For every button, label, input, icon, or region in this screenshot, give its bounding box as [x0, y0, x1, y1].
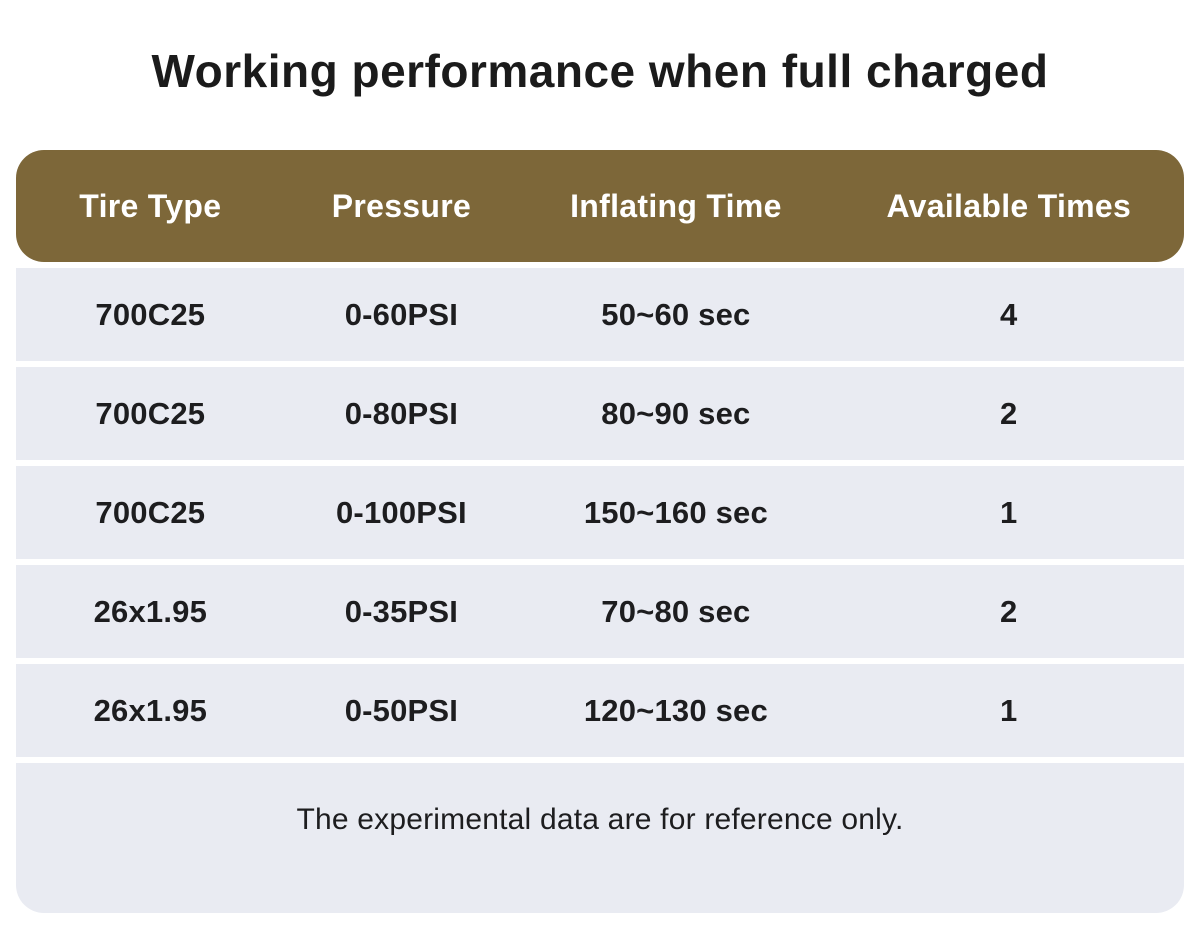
- cell-available-times: 4: [1000, 296, 1018, 332]
- table-footer: The experimental data are for reference …: [16, 763, 1184, 913]
- column-header-available-times: Available Times: [886, 187, 1132, 224]
- cell-pressure: 0-100PSI: [335, 494, 467, 530]
- cell-available-times: 1: [1000, 494, 1018, 530]
- cell-pressure: 0-60PSI: [344, 296, 459, 332]
- cell-inflating-time: 150~160 sec: [583, 494, 768, 530]
- cell-tire-type: 26x1.95: [93, 593, 208, 629]
- column-header-pressure: Pressure: [331, 187, 472, 224]
- table-row: 26x1.95 0-35PSI 70~80 sec 2: [16, 565, 1184, 658]
- table-row: 700C25 0-100PSI 150~160 sec 1: [16, 466, 1184, 559]
- cell-pressure: 0-50PSI: [344, 692, 459, 728]
- disclaimer-text: The experimental data are for reference …: [296, 803, 904, 836]
- cell-inflating-time: 120~130 sec: [583, 692, 768, 728]
- cell-available-times: 2: [1000, 593, 1018, 629]
- table-row: 700C25 0-80PSI 80~90 sec 2: [16, 367, 1184, 460]
- table-row: 26x1.95 0-50PSI 120~130 sec 1: [16, 664, 1184, 757]
- performance-table: Tire Type Pressure Inflating Time Availa…: [16, 150, 1184, 913]
- cell-tire-type: 700C25: [95, 296, 206, 332]
- column-header-inflating-time: Inflating Time: [570, 187, 782, 224]
- cell-pressure: 0-80PSI: [344, 395, 459, 431]
- column-header-tire-type: Tire Type: [79, 187, 222, 224]
- cell-pressure: 0-35PSI: [344, 593, 459, 629]
- cell-inflating-time: 70~80 sec: [601, 593, 751, 629]
- page-title: Working performance when full charged: [151, 45, 1049, 97]
- cell-available-times: 2: [1000, 395, 1018, 431]
- cell-tire-type: 26x1.95: [93, 692, 208, 728]
- cell-inflating-time: 80~90 sec: [601, 395, 751, 431]
- table-header-row: Tire Type Pressure Inflating Time Availa…: [16, 150, 1184, 262]
- cell-tire-type: 700C25: [95, 395, 206, 431]
- cell-inflating-time: 50~60 sec: [601, 296, 751, 332]
- cell-tire-type: 700C25: [95, 494, 206, 530]
- cell-available-times: 1: [1000, 692, 1018, 728]
- table-row: 700C25 0-60PSI 50~60 sec 4: [16, 268, 1184, 361]
